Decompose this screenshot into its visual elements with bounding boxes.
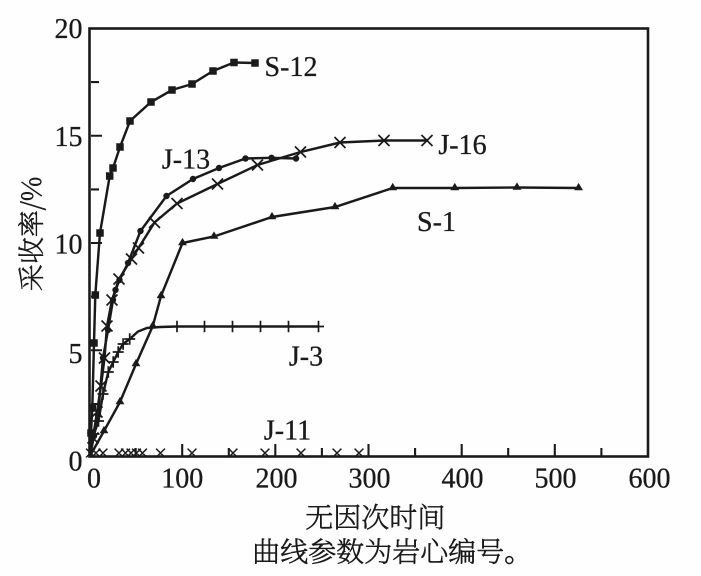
svg-text:300: 300 [349, 464, 391, 495]
svg-text:10: 10 [55, 230, 83, 261]
svg-text:500: 500 [535, 464, 577, 495]
svg-text:0: 0 [69, 447, 83, 478]
svg-text:200: 200 [256, 464, 298, 495]
svg-text:600: 600 [629, 464, 671, 495]
svg-text:5: 5 [69, 339, 83, 370]
svg-text:J-11: J-11 [264, 416, 311, 447]
svg-text:15: 15 [55, 122, 83, 153]
svg-text:20: 20 [55, 14, 83, 45]
svg-text:J-3: J-3 [289, 342, 323, 373]
svg-text:100: 100 [161, 464, 203, 495]
svg-text:J-16: J-16 [438, 130, 486, 161]
svg-text:0: 0 [87, 464, 101, 495]
svg-text:S-12: S-12 [265, 52, 318, 83]
svg-text:400: 400 [442, 464, 484, 495]
svg-text:S-1: S-1 [417, 207, 456, 238]
svg-text:J-13: J-13 [162, 145, 210, 176]
